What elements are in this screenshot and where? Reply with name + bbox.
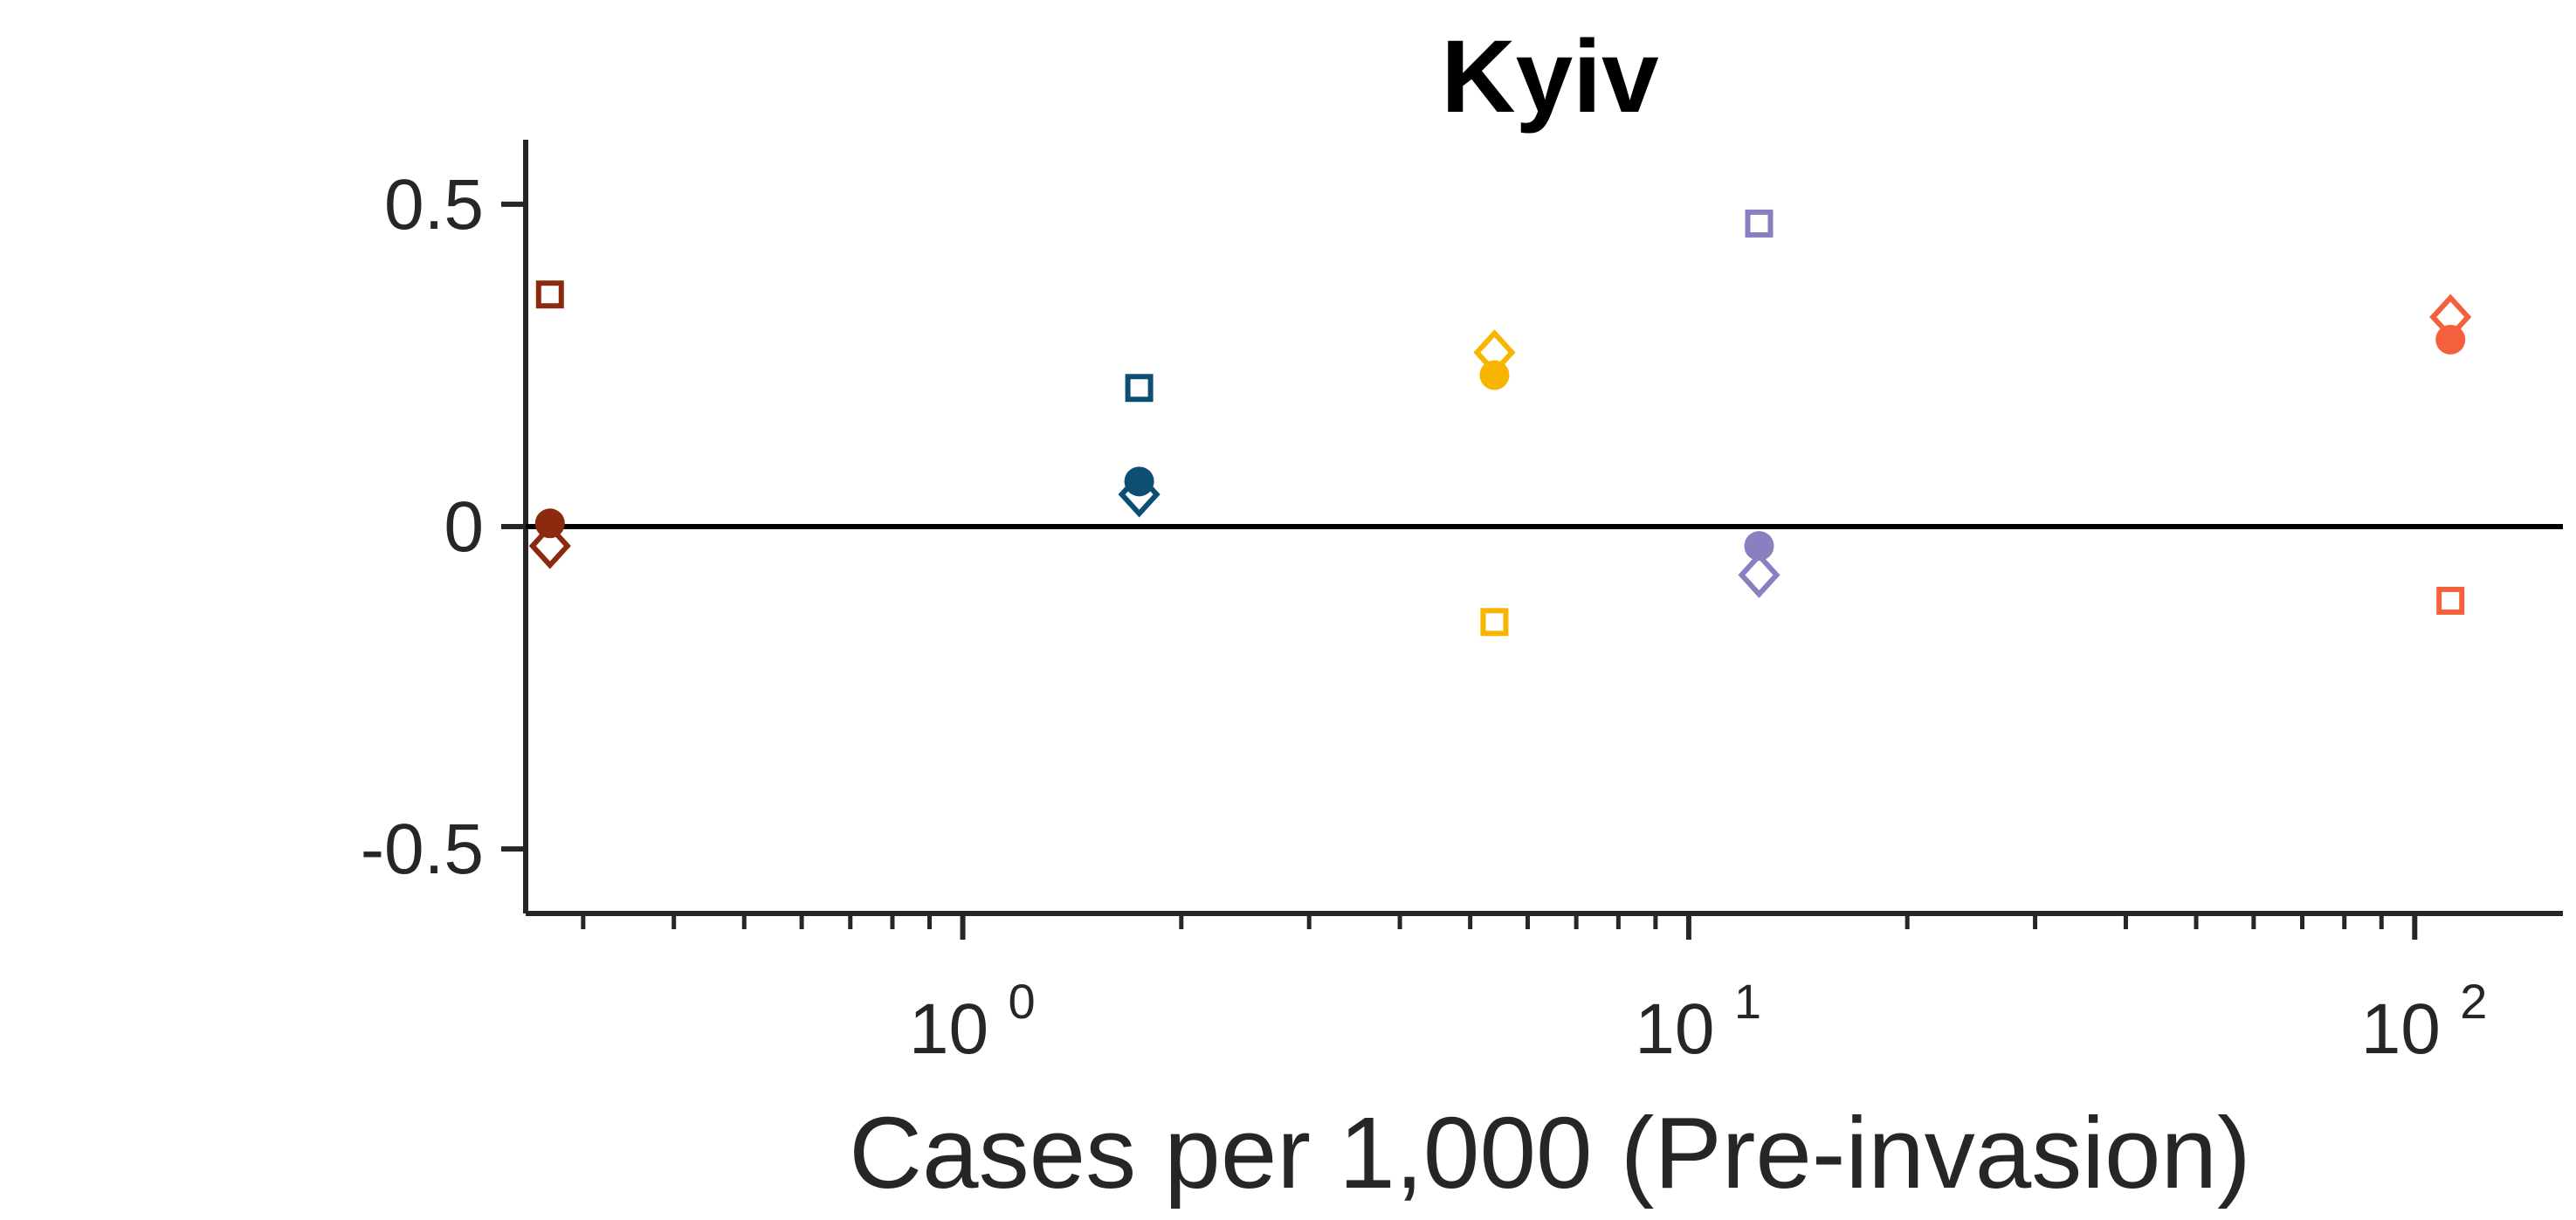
circle-marker [534, 508, 565, 539]
circle-marker [1479, 360, 1510, 390]
square-marker [2436, 586, 2465, 615]
x-tick-label: 10 [1635, 989, 1714, 1069]
chart-title: Kyiv [1441, 19, 1659, 134]
y-tick-label: -0.5 [361, 810, 484, 889]
x-tick-exponent: 0 [1009, 974, 1036, 1029]
diamond-marker [528, 522, 571, 569]
square-marker [1480, 608, 1509, 637]
x-tick-label: 10 [2361, 989, 2441, 1069]
x-tick-exponent: 1 [1734, 974, 1761, 1029]
circle-marker [1124, 466, 1154, 497]
square-marker [535, 280, 564, 309]
y-tick-label: 0 [444, 487, 484, 567]
circle-marker [2435, 324, 2466, 355]
x-tick-label: 10 [909, 989, 988, 1069]
x-tick-exponent: 2 [2460, 974, 2487, 1029]
diamond-marker [1738, 551, 1780, 598]
square-marker [1745, 209, 1774, 238]
y-tick-label: 0.5 [384, 165, 484, 245]
circle-marker [1744, 531, 1774, 562]
square-marker [1125, 374, 1154, 403]
x-axis-label: Cases per 1,000 (Pre-invasion) [849, 1096, 2250, 1210]
